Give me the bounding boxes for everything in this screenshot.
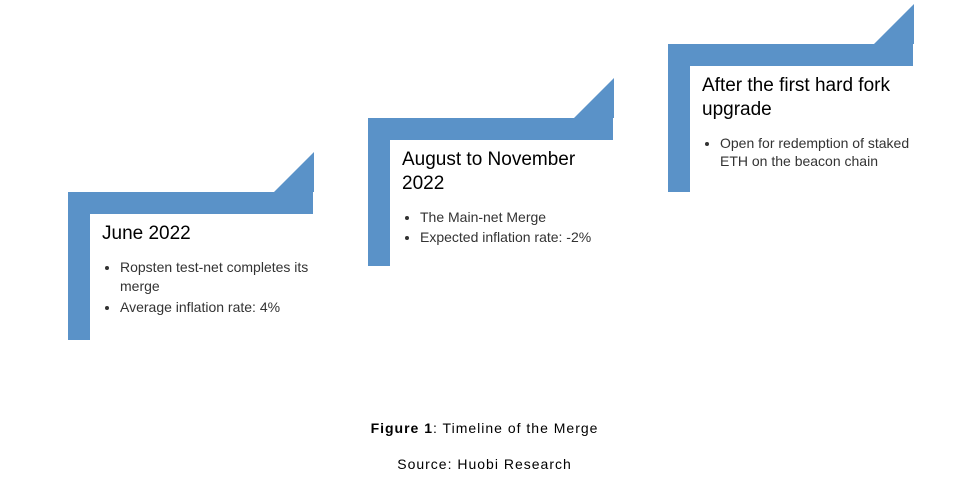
step-bullet: Ropsten test-net completes its merge — [120, 258, 315, 296]
step-bullet-list: The Main-net MergeExpected inflation rat… — [402, 208, 615, 248]
step-title: August to November 2022 — [402, 148, 615, 196]
step-bullet: Expected inflation rate: -2% — [420, 228, 615, 247]
figure-caption: Figure 1: Timeline of the Merge Source: … — [0, 420, 969, 492]
bracket-top — [668, 44, 913, 66]
bracket-left — [368, 118, 390, 266]
step-content: June 2022 Ropsten test-net completes its … — [102, 222, 315, 318]
step-bullet: Average inflation rate: 4% — [120, 298, 315, 317]
step-bullet: The Main-net Merge — [420, 208, 615, 227]
step-bullet-list: Open for redemption of staked ETH on the… — [702, 134, 915, 172]
source-label: Source: — [397, 456, 457, 472]
bracket-left — [668, 44, 690, 192]
figure-number: Figure 1 — [371, 420, 433, 436]
step-content: After the first hard fork upgrade Open fo… — [702, 74, 915, 173]
step-content: August to November 2022 The Main-net Merg… — [402, 148, 615, 249]
timeline-diagram: June 2022 Ropsten test-net completes its … — [0, 0, 969, 400]
step-title: June 2022 — [102, 222, 315, 246]
bracket-top — [68, 192, 313, 214]
bracket-top — [368, 118, 613, 140]
step-bullet: Open for redemption of staked ETH on the… — [720, 134, 915, 172]
step-triangle-icon — [874, 4, 914, 44]
step-triangle-icon — [274, 152, 314, 192]
figure-title: : Timeline of the Merge — [433, 420, 598, 436]
step-triangle-icon — [574, 78, 614, 118]
bracket-left — [68, 192, 90, 340]
step-title: After the first hard fork upgrade — [702, 74, 915, 122]
source-value: Huobi Research — [457, 456, 571, 472]
step-bullet-list: Ropsten test-net completes its merge Aver… — [102, 258, 315, 317]
